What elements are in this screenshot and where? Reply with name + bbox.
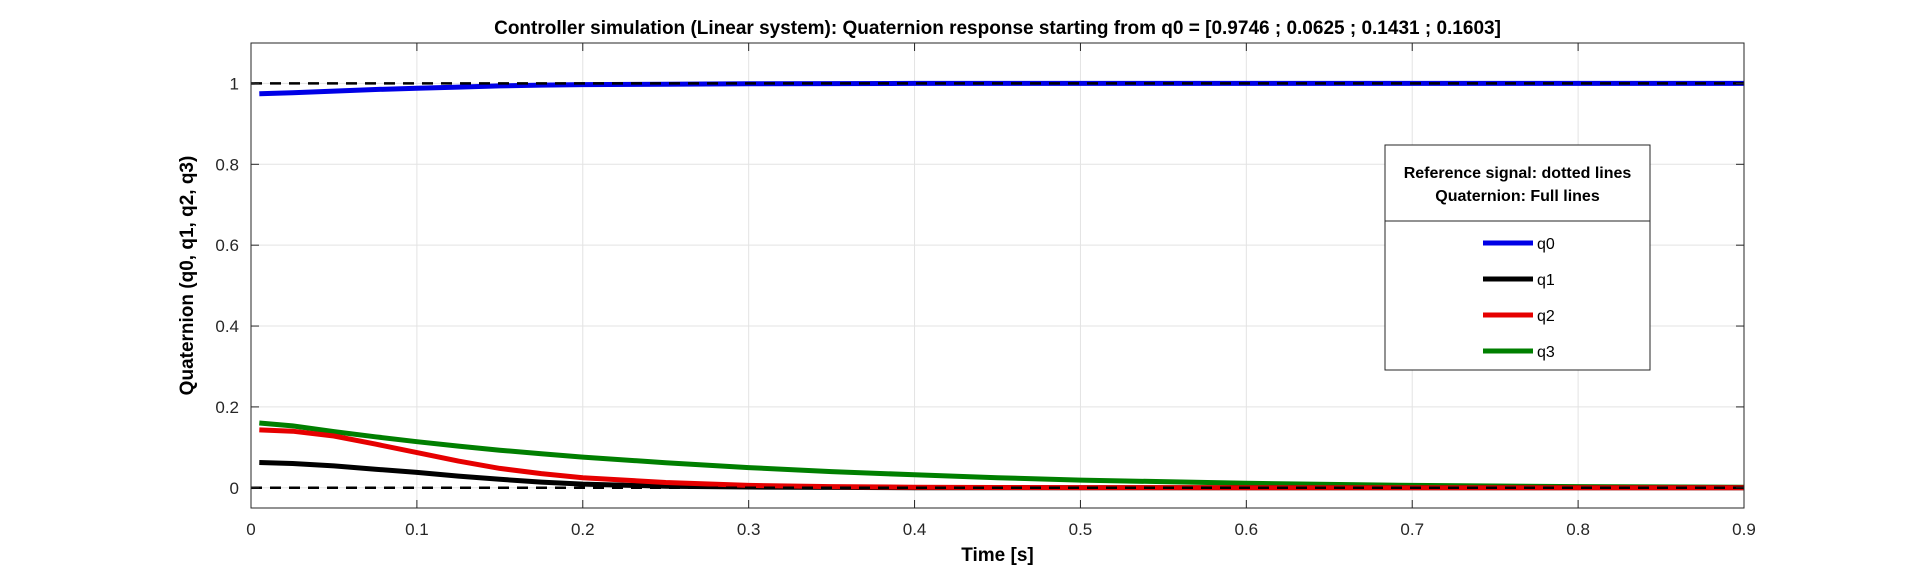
legend-label-q0: q0: [1537, 236, 1555, 253]
x-tick-label: 0.7: [1400, 520, 1424, 539]
y-tick-label: 0.8: [215, 155, 239, 174]
plot-frame: [250, 42, 1745, 509]
chart-title: Controller simulation (Linear system): Q…: [494, 18, 1501, 39]
x-tick-label: 0.2: [571, 520, 595, 539]
y-tick-label: 1: [230, 74, 239, 93]
y-tick-label: 0.2: [215, 398, 239, 417]
y-axis-label: Quaternion (q0, q1, q2, q3): [177, 156, 198, 396]
reference-lines: [251, 82, 1744, 490]
axis-ticks: 0 0.1 0.2 0.3 0.4 0.5 0.6 0.7 0.8 0.9 0 0.2 0.4 0.6 0.…: [215, 43, 1756, 539]
x-tick-label: 0.9: [1732, 520, 1756, 539]
y-tick-label: 0.6: [215, 236, 239, 255]
legend-label-q1: q1: [1537, 272, 1555, 289]
legend-box: [1384, 144, 1651, 371]
legend-title-line1: Reference signal: dotted lines: [1404, 165, 1632, 182]
x-tick-label: 0.3: [737, 520, 761, 539]
legend-label-q3: q3: [1537, 344, 1555, 361]
x-tick-label: 0.4: [903, 520, 927, 539]
x-tick-label: 0.1: [405, 520, 429, 539]
x-tick-label: 0: [246, 520, 255, 539]
legend-label-q2: q2: [1537, 308, 1555, 325]
legend-title-line2: Quaternion: Full lines: [1435, 188, 1600, 205]
legend: Reference signal: dotted lines Quaternion…: [1384, 144, 1651, 371]
x-tick-label: 0.6: [1235, 520, 1259, 539]
x-axis-label: Time [s]: [961, 545, 1034, 566]
x-tick-label: 0.5: [1069, 520, 1093, 539]
x-tick-label: 0.8: [1566, 520, 1590, 539]
y-tick-label: 0.4: [215, 317, 239, 336]
y-tick-label: 0: [230, 479, 239, 498]
series-line-q3: [259, 420, 1745, 490]
